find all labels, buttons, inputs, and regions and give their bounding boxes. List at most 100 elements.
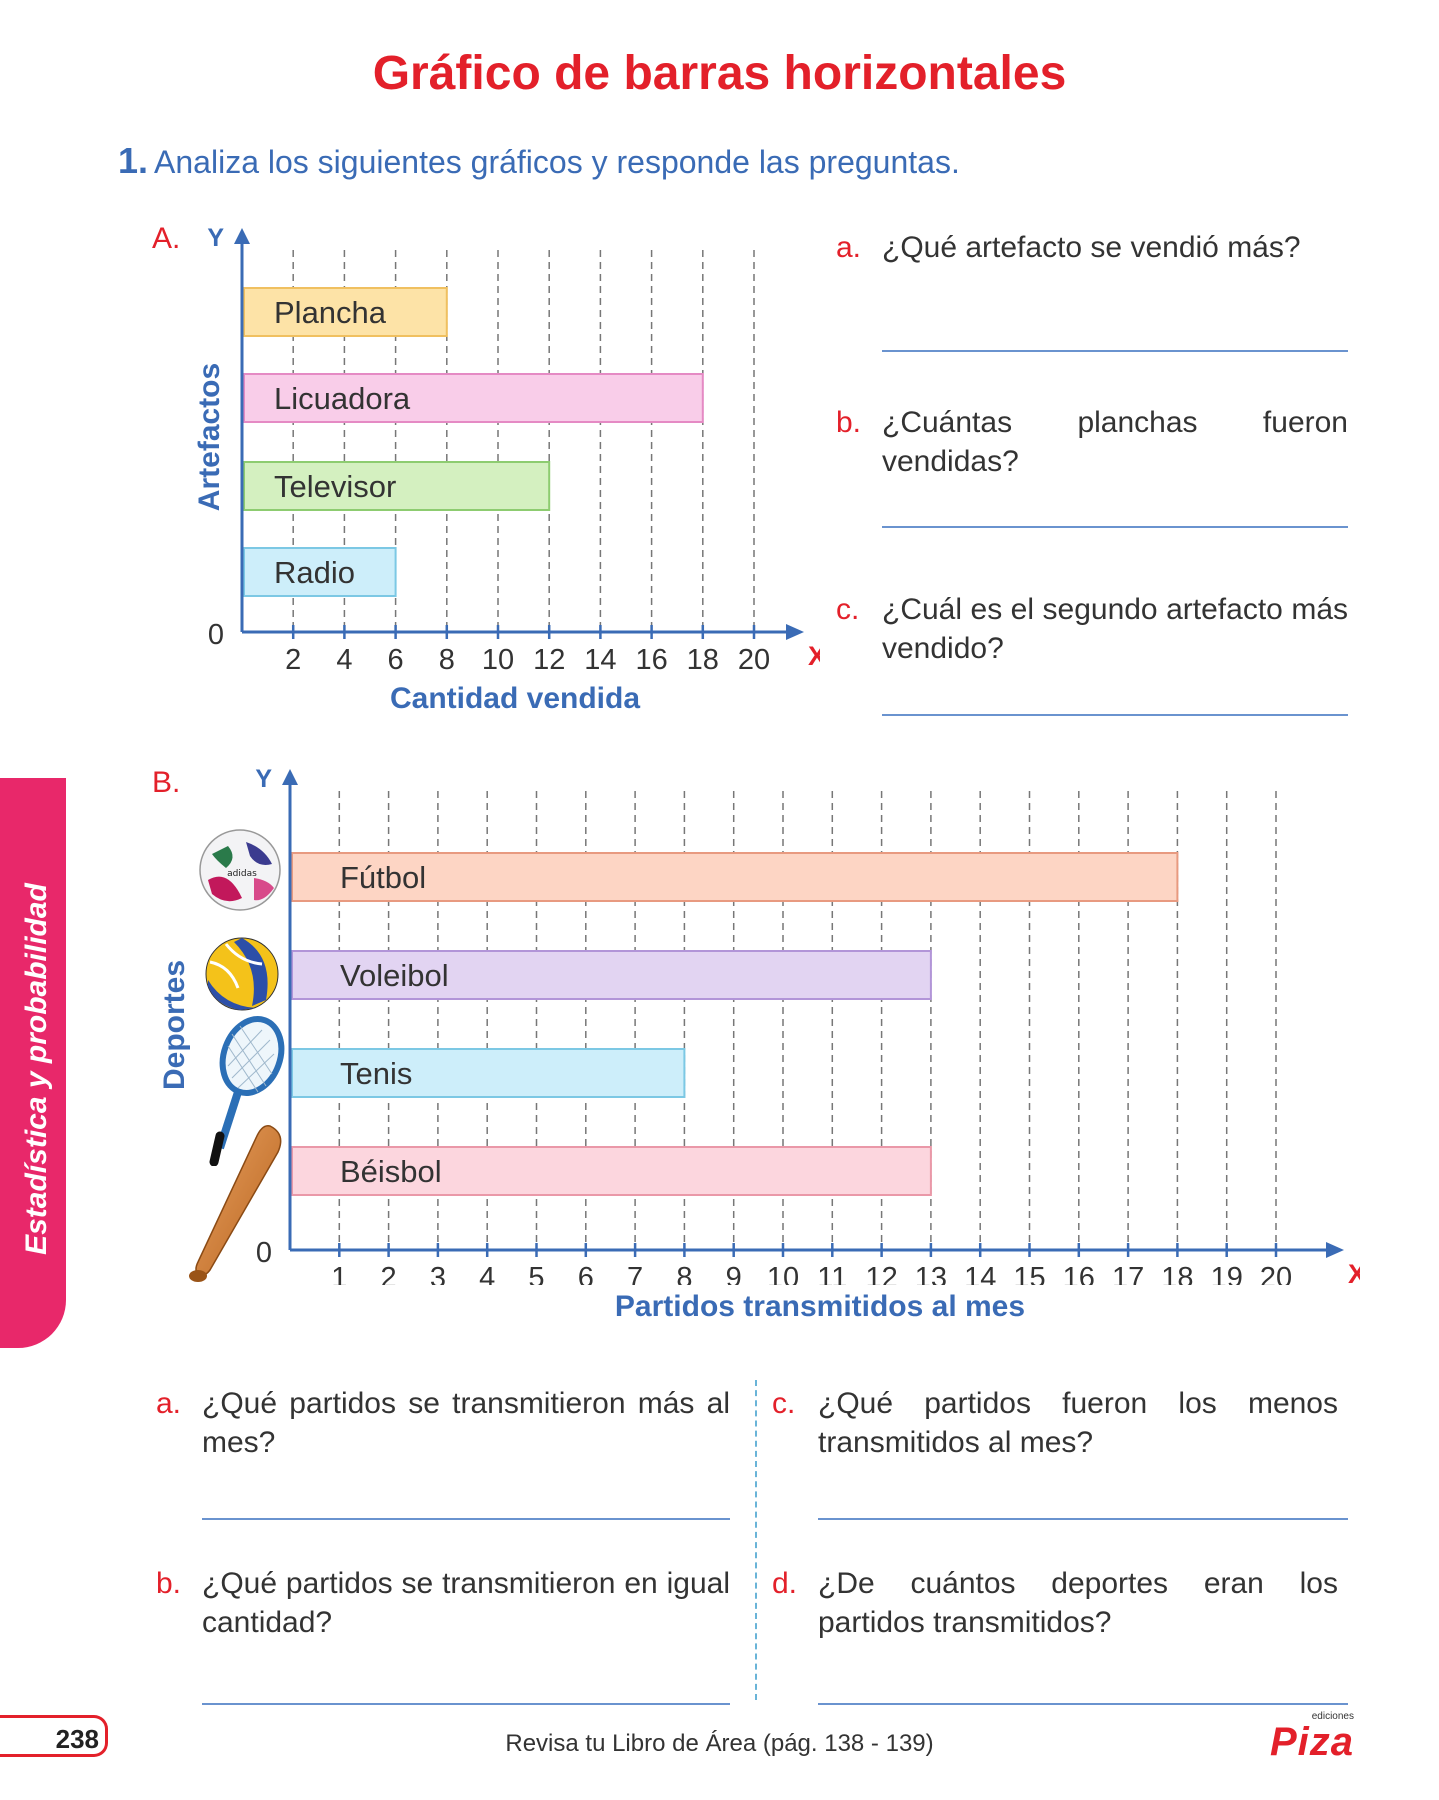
answer-line[interactable]: [202, 1518, 730, 1520]
column-divider: [755, 1380, 757, 1700]
origin-label: 0: [208, 619, 224, 651]
answer-line[interactable]: [882, 350, 1348, 352]
question-b-d: d. ¿De cuántos deportes eran los partido…: [772, 1564, 1338, 1644]
tick-label: 5: [528, 1262, 544, 1285]
instruction: 1. Analiza los siguientes gráficos y resp…: [118, 140, 960, 182]
bar-plancha: [243, 287, 448, 337]
chart-a-xlabel: Cantidad vendida: [389, 682, 641, 715]
svg-text:adidas: adidas: [227, 869, 257, 879]
question-letter: b.: [836, 406, 862, 439]
instruction-number: 1.: [118, 140, 149, 181]
question-text: ¿Cuál es el segundo artefacto más vendid…: [882, 593, 1348, 665]
tick-label: 9: [726, 1262, 742, 1285]
chart-a: Plancha Licuadora Televisor Radio 2 4 6 8 10 12 14…: [207, 224, 820, 676]
tick-label: 10: [482, 644, 514, 676]
tick-label: 11: [817, 1262, 847, 1285]
chart-b-xlabel: Partidos transmitidos al mes: [614, 1290, 1026, 1323]
y-axis-arrow: [234, 228, 250, 244]
answer-line[interactable]: [202, 1703, 730, 1705]
bar-voleibol: [291, 950, 932, 1000]
instruction-text: Analiza los siguientes gráficos y respon…: [154, 144, 960, 180]
question-text: ¿Cuántas planchas fueron vendidas?: [882, 406, 1348, 478]
answer-line[interactable]: [818, 1703, 1348, 1705]
x-axis-arrow: [786, 624, 804, 640]
soccer-ball-icon: adidas: [199, 829, 281, 911]
bar-televisor: [243, 461, 551, 511]
question-text: ¿Qué partidos fueron los menos transmiti…: [818, 1387, 1338, 1459]
tick-label: 14: [584, 644, 616, 676]
tick-label: 20: [1260, 1262, 1292, 1285]
bar-béisbol: [291, 1146, 932, 1196]
origin-label: 0: [256, 1237, 272, 1269]
publisher-logo: ediciones Piza: [1248, 1711, 1354, 1764]
tennis-racket-icon: [209, 1016, 285, 1166]
baseball-bat-icon: [189, 1125, 282, 1282]
bar-tenis: [291, 1048, 686, 1098]
question-text: ¿Qué partidos se transmitieron en igual …: [202, 1567, 730, 1639]
tick-label: 16: [635, 644, 667, 676]
question-letter: c.: [772, 1387, 796, 1420]
tick-label: 18: [687, 644, 719, 676]
question-a-b: b. ¿Cuántas planchas fueron vendidas?: [836, 403, 1348, 483]
volleyball-icon: [205, 937, 279, 1011]
tick-label: 8: [439, 644, 455, 676]
question-letter: a.: [836, 231, 862, 264]
tick-label: 10: [767, 1262, 799, 1285]
bar-radio: [243, 547, 397, 597]
question-b-c: c. ¿Qué partidos fueron los menos transm…: [772, 1384, 1338, 1464]
bar-label: Voleibol: [340, 958, 449, 993]
y-axis-letter: Y: [255, 765, 272, 793]
side-tab: [0, 778, 66, 1348]
tick-label: 8: [676, 1262, 692, 1285]
bar-label: Televisor: [274, 469, 396, 504]
answer-line[interactable]: [882, 526, 1348, 528]
page-title: Gráfico de barras horizontales: [372, 47, 1067, 100]
tick-label: 17: [1112, 1262, 1144, 1285]
tick-label: 14: [964, 1262, 996, 1285]
tick-label: 7: [627, 1262, 643, 1285]
bar-label: Plancha: [274, 295, 387, 330]
tick-label: 6: [578, 1262, 594, 1285]
tick-label: 16: [1063, 1262, 1095, 1285]
answer-line[interactable]: [818, 1518, 1348, 1520]
bar-licuadora: [243, 373, 704, 423]
page-number: 238: [0, 1715, 108, 1757]
tick-label: 19: [1211, 1262, 1243, 1285]
question-a-a: a. ¿Qué artefacto se vendió más?: [836, 228, 1348, 308]
question-a-c: c. ¿Cuál es el segundo artefacto más ven…: [836, 590, 1348, 670]
tick-label: 15: [1013, 1262, 1045, 1285]
question-text: ¿Qué artefacto se vendió más?: [882, 231, 1301, 264]
x-axis-arrow: [1326, 1242, 1344, 1258]
question-text: ¿De cuántos deportes eran los partidos t…: [818, 1567, 1338, 1639]
publisher-small-label: ediciones: [1311, 1711, 1354, 1722]
tick-label: 3: [430, 1262, 446, 1285]
tick-label: 12: [865, 1262, 897, 1285]
tick-label: 6: [388, 644, 404, 676]
tick-label: 13: [915, 1262, 947, 1285]
tick-label: 2: [285, 644, 301, 676]
x-axis-letter: X: [1348, 1259, 1360, 1285]
bar-fútbol: [291, 852, 1179, 902]
tick-label: 1: [331, 1262, 347, 1285]
bar-label: Béisbol: [340, 1154, 442, 1189]
bar-label: Licuadora: [274, 381, 411, 416]
side-tab-label: Estadística y probabilidad: [20, 883, 53, 1255]
chart-a-letter: A.: [152, 222, 181, 255]
question-b-a: a. ¿Qué partidos se transmitieron más al…: [156, 1384, 730, 1464]
tick-label: 20: [738, 644, 770, 676]
tick-label: 18: [1161, 1262, 1193, 1285]
chart-b-letter: B.: [152, 766, 181, 799]
publisher-name: Piza: [1269, 1720, 1354, 1764]
tick-label: 4: [336, 644, 352, 676]
bar-label: Fútbol: [340, 860, 426, 895]
question-letter: a.: [156, 1387, 182, 1420]
bar-label: Radio: [274, 555, 355, 590]
question-letter: b.: [156, 1567, 182, 1600]
tick-label: 12: [533, 644, 565, 676]
bar-label: Tenis: [340, 1056, 412, 1091]
question-letter: c.: [836, 593, 860, 626]
y-axis-arrow: [282, 769, 298, 785]
x-axis-letter: X: [808, 641, 820, 671]
answer-line[interactable]: [882, 714, 1348, 716]
